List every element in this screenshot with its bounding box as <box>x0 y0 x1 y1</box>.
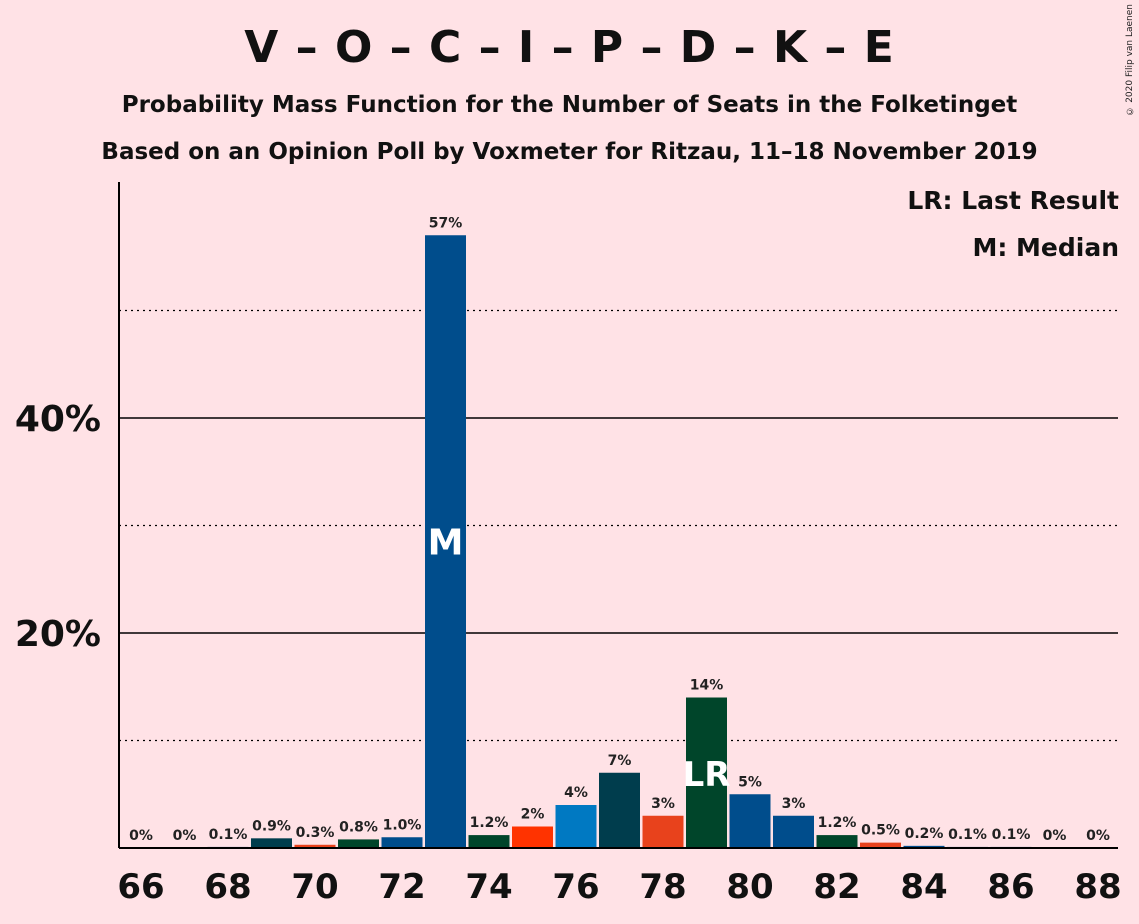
x-tick-label: 84 <box>900 867 947 907</box>
y-tick-label: 20% <box>15 614 101 655</box>
bar-value-label: 0.2% <box>905 826 944 842</box>
x-tick-label: 74 <box>465 867 512 907</box>
bar-value-label: 0.3% <box>296 825 335 841</box>
chart-subtitle-source: Based on an Opinion Poll by Voxmeter for… <box>101 139 1038 165</box>
bar <box>903 845 945 848</box>
bar <box>599 772 640 848</box>
x-tick-label: 72 <box>378 867 425 907</box>
x-tick-label: 78 <box>639 867 686 907</box>
bar <box>642 815 684 848</box>
bar <box>425 235 466 848</box>
bar <box>686 697 727 848</box>
bar-value-label: 0.1% <box>209 827 248 843</box>
bar-value-label: 14% <box>690 678 724 694</box>
legend-median: M: Median <box>972 233 1119 262</box>
bar-value-label: 0% <box>129 828 153 844</box>
bar-value-label: 3% <box>782 796 806 812</box>
bar <box>468 835 510 848</box>
bar-value-label: 1.2% <box>818 815 857 831</box>
bar-value-label: 1.0% <box>383 817 422 833</box>
bar-value-label: 0.9% <box>252 818 291 834</box>
x-tick-label: 86 <box>987 867 1034 907</box>
bar <box>381 837 423 848</box>
bar-value-label: 0.1% <box>948 827 987 843</box>
bar-value-label: 0.8% <box>339 819 378 835</box>
chart-subtitle: Probability Mass Function for the Number… <box>121 92 1018 118</box>
bar <box>816 835 858 848</box>
bar-value-label: 5% <box>738 774 762 790</box>
median-marker: M <box>428 523 464 564</box>
x-tick-label: 88 <box>1074 867 1121 907</box>
bar-value-label: 1.2% <box>470 815 509 831</box>
x-tick-label: 76 <box>552 867 599 907</box>
chart-title: V – O – C – I – P – D – K – E <box>244 22 895 73</box>
legend-last-result: LR: Last Result <box>907 186 1119 215</box>
bar <box>773 815 814 848</box>
x-tick-label: 70 <box>291 867 338 907</box>
last-result-marker: LR <box>683 755 731 795</box>
bar <box>338 839 379 848</box>
bar <box>251 838 292 848</box>
x-tick-label: 68 <box>204 867 251 907</box>
bar-value-label: 0% <box>1043 828 1067 844</box>
bar-value-label: 0% <box>1086 828 1110 844</box>
bar-value-label: 2% <box>521 807 545 823</box>
bar-value-label: 7% <box>608 753 632 769</box>
y-tick-label: 40% <box>15 399 101 440</box>
bar-value-label: 0.5% <box>861 823 900 839</box>
bar-value-label: 57% <box>429 215 463 231</box>
x-tick-label: 80 <box>726 867 773 907</box>
bar <box>512 826 553 848</box>
bar-value-label: 3% <box>651 796 675 812</box>
bar-value-label: 0.1% <box>992 827 1031 843</box>
x-tick-label: 82 <box>813 867 860 907</box>
bar <box>860 842 901 848</box>
bar <box>555 805 597 848</box>
x-tick-label: 66 <box>117 867 164 907</box>
bar-value-label: 0% <box>173 828 197 844</box>
bar-value-label: 4% <box>564 785 588 801</box>
bar <box>729 794 771 848</box>
bar <box>294 844 336 848</box>
